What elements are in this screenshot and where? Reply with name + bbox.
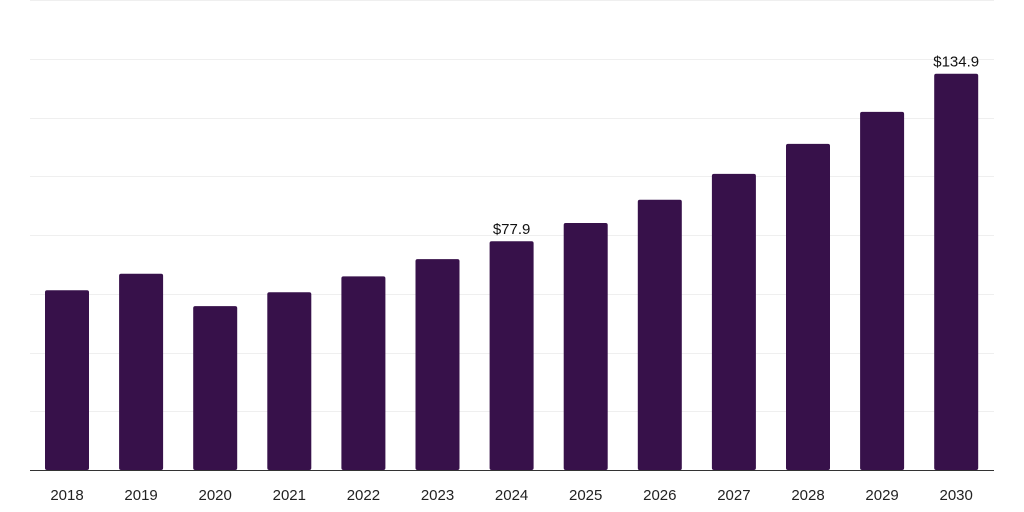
x-tick-label-2023: 2023 [421, 487, 454, 504]
bar-2029 [860, 111, 905, 471]
data-labels: $77.9 $134.9 [493, 54, 979, 239]
bar-2019 [119, 273, 164, 470]
data-label-2024: $77.9 [493, 221, 531, 238]
x-tick-label-2026: 2026 [643, 487, 676, 504]
x-tick-label-2019: 2019 [124, 487, 157, 504]
x-tick-label-2024: 2024 [495, 487, 528, 504]
data-label-2030: $134.9 [933, 54, 979, 71]
x-tick-label-2025: 2025 [569, 487, 602, 504]
x-tick-label-2018: 2018 [50, 487, 83, 504]
bar-2030 [934, 73, 979, 470]
bars [45, 73, 979, 471]
x-tick-label-2021: 2021 [273, 487, 306, 504]
bar-2024 [489, 241, 534, 470]
x-tick-label-2029: 2029 [865, 487, 898, 504]
bar-2020 [193, 306, 238, 470]
bar-2027 [711, 173, 756, 470]
x-tick-label-2022: 2022 [347, 487, 380, 504]
x-tick-label-2027: 2027 [717, 487, 750, 504]
bar-2026 [637, 199, 682, 471]
x-tick-label-2020: 2020 [199, 487, 232, 504]
bar-2021 [267, 292, 312, 470]
bar-2025 [563, 223, 608, 470]
bar-2022 [341, 276, 386, 470]
x-axis-tick-labels: 2018 2019 2020 2021 2022 2023 2024 2025 2026 2027… [50, 487, 973, 504]
bar-2028 [786, 143, 830, 470]
bar-2023 [415, 259, 460, 470]
bar-2018 [45, 290, 89, 470]
x-tick-label-2030: 2030 [940, 487, 973, 504]
x-tick-label-2028: 2028 [791, 487, 824, 504]
